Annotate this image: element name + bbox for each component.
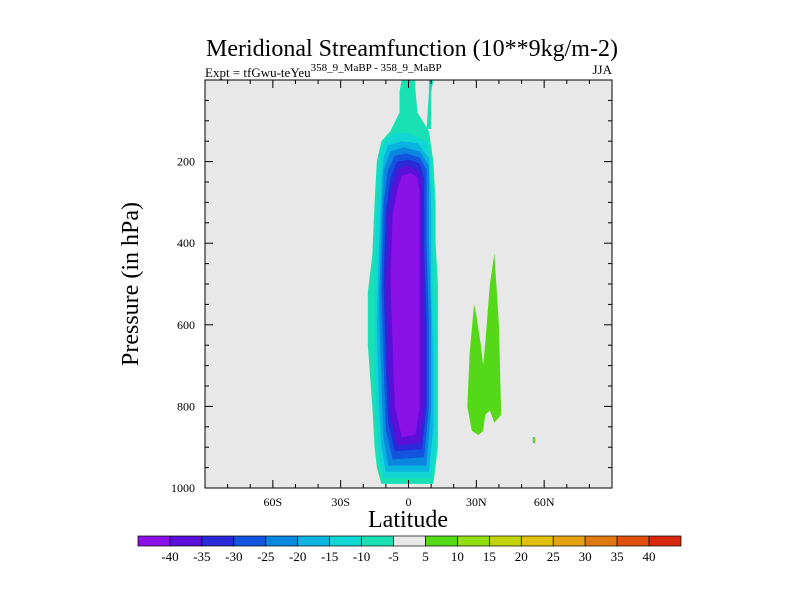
colorbar-box: [584, 535, 618, 547]
colorbar-box: [265, 535, 299, 547]
colorbar-label: 30: [579, 549, 592, 564]
colorbar-label: -5: [388, 549, 399, 564]
y-axis-title: Pressure (in hPa): [118, 202, 144, 366]
colorbar-box: [489, 535, 522, 547]
x-tick-label: 30S: [331, 495, 350, 509]
colorbar-label: 10: [451, 549, 464, 564]
colorbar-label: -10: [353, 549, 370, 564]
colorbar-box: [648, 535, 682, 547]
x-tick-label: 30N: [466, 495, 487, 509]
colorbar-box: [616, 535, 650, 547]
colorbar-label: -15: [321, 549, 338, 564]
colorbar-box: [137, 535, 171, 547]
contour-region-positive-cell: [467, 253, 502, 435]
colorbar-box: [425, 535, 458, 547]
x-axis-title: Latitude: [368, 507, 448, 533]
colorbar-box: [393, 535, 426, 547]
colorbar-box: [520, 535, 554, 547]
x-tick-label: 60S: [263, 495, 282, 509]
x-tick-label: 60N: [534, 495, 555, 509]
colorbar-box: [329, 535, 362, 547]
contour-region-top-spike: [426, 80, 434, 129]
colorbar-label: 15: [483, 549, 496, 564]
axis-ticks: 200 400 600 800 1000 60S 30S 0 30N 60N: [171, 79, 613, 509]
colorbar-label: -30: [225, 549, 242, 564]
colorbar-label: 40: [643, 549, 656, 564]
colorbar-label: 5: [422, 549, 429, 564]
chart-subtitle-left: Expt = tfGwu-teYeu358_9_MaBP - 358_9_MaB…: [205, 62, 442, 80]
contour-fills: [367, 80, 536, 484]
colorbar-box: [169, 535, 203, 547]
y-tick-label: 600: [177, 318, 195, 332]
x-tick-label: 0: [406, 495, 412, 509]
y-tick-label: 800: [177, 399, 195, 413]
y-tick-label: 400: [177, 236, 195, 250]
subtitle-expt-superscript: 358_9_MaBP - 358_9_MaBP: [311, 62, 442, 74]
colorbar-box: [552, 535, 586, 547]
colorbar-box: [233, 535, 267, 547]
colorbar-box: [297, 535, 330, 547]
colorbar-label: 25: [547, 549, 560, 564]
colorbar-label: -20: [289, 549, 306, 564]
colorbar-label: -40: [161, 549, 178, 564]
chart-subtitle-season: JJA: [592, 62, 612, 77]
colorbar: -40 -35 -30 -25 -20 -15 -10 -5 5 10 15 20 25 30 35 40: [137, 535, 682, 564]
y-tick-label: 200: [177, 155, 195, 169]
colorbar-label: 20: [515, 549, 528, 564]
contour-region-negative-cell-40: [390, 173, 420, 437]
colorbar-label: 35: [611, 549, 624, 564]
contour-region-positive-dot: [532, 437, 536, 444]
colorbar-box: [361, 535, 394, 547]
plot-area: 200 400 600 800 1000 60S 30S 0 30N 60N: [171, 79, 613, 509]
colorbar-label: -35: [193, 549, 210, 564]
y-tick-label: 1000: [171, 481, 195, 495]
subtitle-expt: Expt = tfGwu-teYeu: [205, 65, 311, 80]
chart-title: Meridional Streamfunction (10**9kg/m-2): [206, 36, 618, 62]
colorbar-box: [201, 535, 235, 547]
colorbar-label: -25: [257, 549, 274, 564]
colorbar-box: [457, 535, 490, 547]
